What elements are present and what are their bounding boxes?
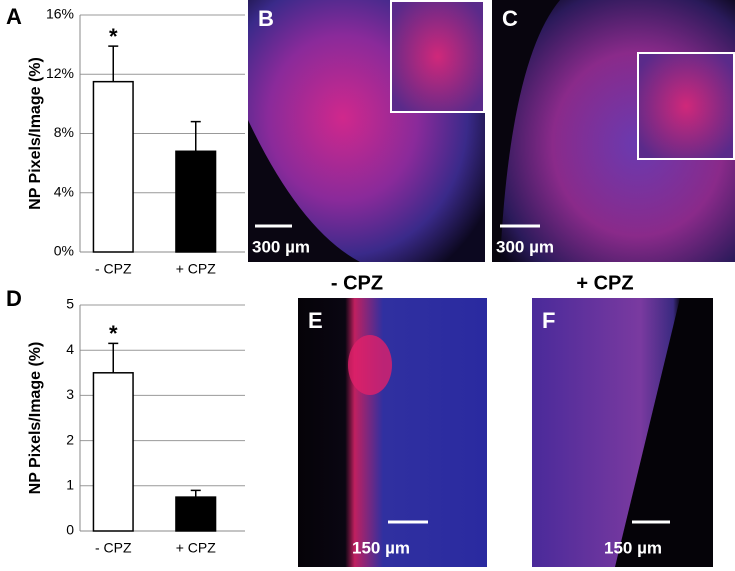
scale-label: 300 µm: [252, 237, 310, 256]
y-tick-label: 1: [66, 477, 74, 493]
panel-label: B: [258, 6, 274, 31]
x-tick-label: + CPZ: [176, 261, 217, 277]
image-caption: - CPZ: [331, 272, 383, 294]
x-tick-label: + CPZ: [176, 540, 217, 556]
y-axis-label: NP Pixels/Image (%): [27, 57, 44, 210]
y-tick-label: 5: [66, 296, 74, 312]
error-bar: [108, 342, 119, 373]
significance-marker: *: [109, 24, 118, 49]
inset: [637, 52, 735, 160]
bar: [175, 150, 217, 253]
y-tick-label: 4: [66, 341, 74, 357]
panel-label: E: [308, 308, 323, 333]
y-tick-label: 12%: [46, 65, 74, 81]
x-tick-label: - CPZ: [95, 540, 132, 556]
error-bar: [190, 489, 201, 498]
image-b: B 300 µm: [248, 0, 485, 262]
y-tick-label: 8%: [54, 124, 74, 140]
hotspot: [348, 335, 392, 395]
scale-label: 150 µm: [604, 538, 662, 557]
y-tick-label: 0: [66, 522, 74, 538]
background-region: [615, 298, 713, 567]
bar: [92, 372, 134, 532]
image-e: E 150 µm: [298, 298, 487, 567]
panel-label: F: [542, 308, 555, 333]
y-tick-label: 4%: [54, 183, 74, 199]
error-bar: [108, 45, 119, 82]
scale-label: 300 µm: [496, 237, 554, 256]
significance-marker: *: [109, 321, 118, 346]
micrograph: [298, 298, 487, 567]
panel-label: A: [6, 4, 22, 29]
image-f: F 150 µm: [532, 298, 713, 567]
x-tick-label: - CPZ: [95, 261, 132, 277]
y-tick-label: 3: [66, 386, 74, 402]
inset: [390, 0, 485, 113]
image-c: C 300 µm: [492, 0, 735, 262]
panel-label: D: [6, 286, 22, 311]
image-caption: + CPZ: [576, 272, 633, 294]
background-region: [492, 0, 560, 262]
scale-label: 150 µm: [352, 538, 410, 557]
panel-label: C: [502, 6, 518, 31]
bar: [175, 496, 217, 532]
y-tick-label: 2: [66, 431, 74, 447]
y-tick-label: 0%: [54, 243, 74, 259]
error-bar: [190, 120, 201, 152]
bar: [92, 80, 134, 253]
y-axis-label: NP Pixels/Image (%): [27, 342, 44, 495]
y-tick-label: 16%: [46, 6, 74, 22]
